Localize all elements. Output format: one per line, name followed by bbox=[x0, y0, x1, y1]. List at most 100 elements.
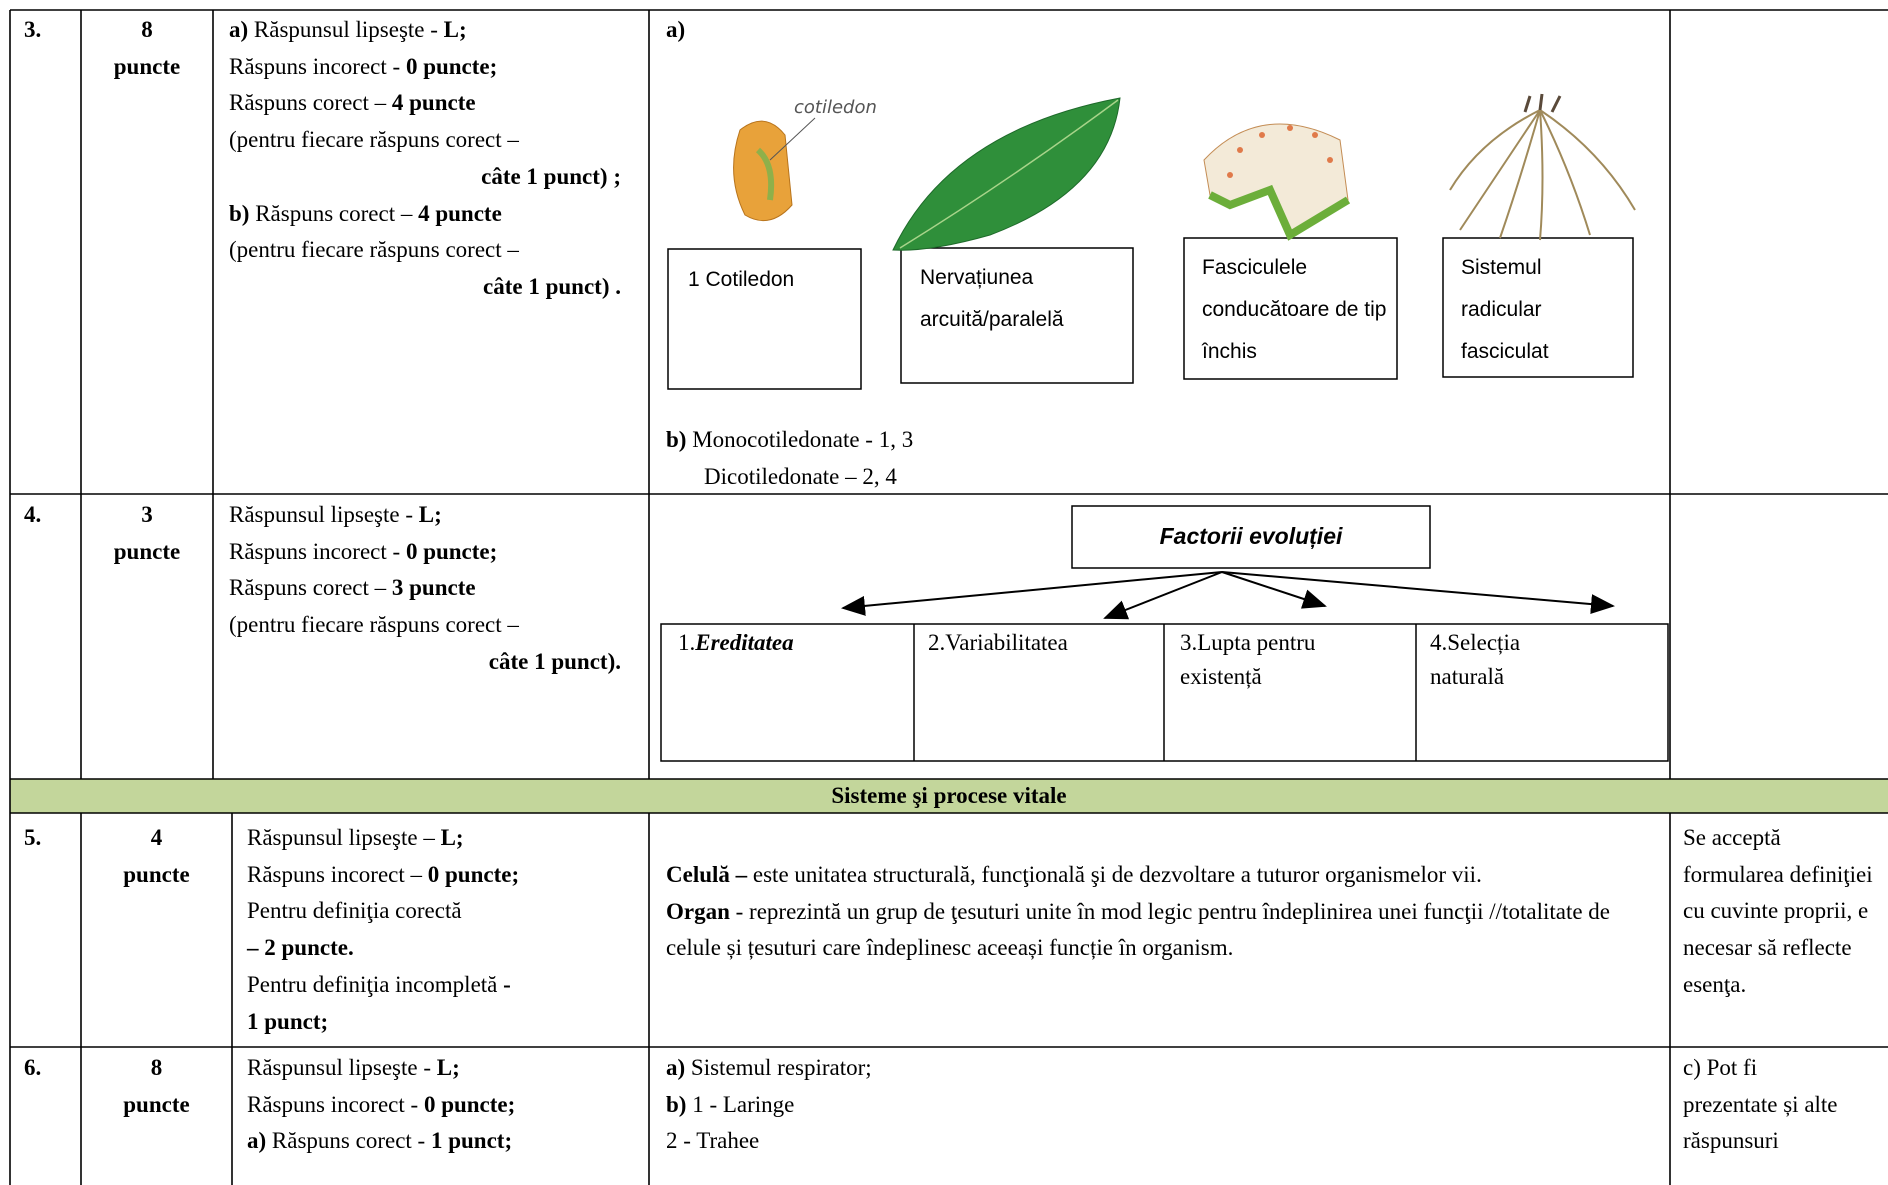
element: Răspuns corect – 3 puncte bbox=[229, 570, 621, 607]
text-run: b) bbox=[666, 1091, 687, 1117]
text-run: Răspuns incorect - bbox=[229, 538, 406, 564]
text-run: 1 punct; bbox=[430, 1128, 513, 1154]
text-run: 4 puncte bbox=[418, 200, 502, 226]
element bbox=[1103, 571, 1223, 620]
element bbox=[755, 147, 775, 201]
element: Organ - reprezintă un grup de ţesuturi u… bbox=[666, 894, 1661, 967]
element bbox=[892, 97, 1121, 251]
criteria: Răspunsul lipseşte - L; Răspuns incorect… bbox=[247, 1050, 647, 1160]
element: Răspunsul lipseşte - L; bbox=[247, 1050, 647, 1087]
element: (pentru fiecare răspuns corect – bbox=[229, 232, 621, 269]
element bbox=[1312, 132, 1318, 138]
element: Pentru definiţia corectă bbox=[247, 893, 647, 930]
text-run: a) bbox=[229, 17, 249, 42]
row-number: 5. bbox=[24, 825, 42, 850]
element: a) Răspunsul lipseşte - L; bbox=[229, 12, 621, 49]
text-run: Sistemul respirator; bbox=[685, 1055, 872, 1080]
element: b) Răspuns corect – 4 puncte bbox=[229, 196, 621, 233]
text-run: câte 1 punct). bbox=[488, 648, 621, 674]
text-run: puncte bbox=[123, 1091, 190, 1117]
text-run: Răspuns incorect - bbox=[247, 1091, 424, 1117]
element: Pentru definiţia incompletă - bbox=[247, 967, 647, 1004]
text-run: b) bbox=[666, 427, 687, 452]
criteria: Răspunsul lipseşte – L; Răspuns incorect… bbox=[247, 820, 647, 1040]
criteria: Răspunsul lipseşte - L; Răspuns incorect… bbox=[229, 497, 621, 681]
element: – 2 puncte. bbox=[247, 930, 647, 967]
box-label: Nervațiunea arcuită/paralelă bbox=[920, 266, 1064, 331]
factor: 1.Ereditatea bbox=[678, 626, 794, 660]
text-run: 4 puncte bbox=[391, 90, 476, 116]
element bbox=[841, 571, 1223, 616]
text-run: 0 puncte; bbox=[427, 861, 520, 887]
text-run: este unitatea structurală, funcţională ş… bbox=[747, 862, 1482, 887]
text-run: puncte bbox=[123, 861, 190, 887]
element bbox=[667, 248, 862, 390]
text-run: Răspuns corect – bbox=[249, 200, 419, 226]
element: (pentru fiecare răspuns corect – bbox=[229, 607, 621, 644]
text-run: 8 bbox=[141, 17, 153, 42]
image-caption: cotiledon bbox=[794, 97, 877, 118]
answer: a) Sistemul respirator; b) 1 - Laringe 2… bbox=[666, 1050, 872, 1160]
element bbox=[1459, 109, 1541, 231]
row-number: 6. bbox=[24, 1055, 42, 1080]
text-run: - bbox=[503, 971, 511, 997]
element: Răspunsul lipseşte - L; bbox=[229, 497, 621, 534]
diagram-title: Factorii evoluției bbox=[1159, 523, 1343, 549]
element: b) 1 - Laringe bbox=[666, 1087, 872, 1124]
element: Răspuns incorect - 0 puncte; bbox=[229, 49, 621, 86]
text-run: b) bbox=[229, 200, 250, 226]
element bbox=[1221, 571, 1327, 609]
element bbox=[899, 99, 1119, 249]
element bbox=[900, 247, 1134, 384]
points: 8 puncte bbox=[81, 12, 213, 85]
text-run: Pentru definiţia corectă bbox=[247, 898, 462, 924]
text-run: Ereditatea bbox=[695, 630, 794, 655]
text-run: Organ bbox=[666, 898, 730, 924]
text-run: (pentru fiecare răspuns corect – bbox=[229, 237, 519, 263]
element: Răspuns corect – 4 puncte bbox=[229, 85, 621, 122]
element bbox=[1449, 109, 1636, 241]
text-run: 3 bbox=[141, 502, 153, 527]
element bbox=[1523, 93, 1562, 113]
text-run: Pentru definiţia incompletă bbox=[247, 971, 504, 997]
text-run: Răspuns incorect - bbox=[229, 53, 406, 79]
criteria: a) Răspunsul lipseşte - L; Răspuns incor… bbox=[229, 12, 621, 306]
element bbox=[1227, 172, 1233, 178]
element: 1 punct; bbox=[247, 1004, 647, 1041]
text-run: Răspunsul lipseşte - bbox=[229, 502, 419, 527]
note: Se acceptă formularea definiţiei cu cuvi… bbox=[1683, 825, 1873, 997]
text-run: puncte bbox=[113, 53, 181, 79]
element: Răspunsul lipseşte – L; bbox=[247, 820, 647, 857]
text-run: L; bbox=[436, 1055, 460, 1080]
text-run: 8 bbox=[150, 1055, 163, 1080]
text-run: Răspuns corect – bbox=[229, 90, 392, 116]
box-label: Fasciculele conducătoare de tip închis bbox=[1202, 256, 1387, 363]
element bbox=[1442, 237, 1634, 378]
element bbox=[1539, 109, 1591, 236]
element bbox=[733, 120, 793, 222]
text-run: Răspuns corect - bbox=[266, 1128, 431, 1154]
element: câte 1 punct) . bbox=[229, 269, 621, 306]
factor: 3.Lupta pentru existență bbox=[1180, 630, 1316, 689]
text-run: puncte bbox=[113, 538, 181, 564]
text-run: 2 - Trahee bbox=[666, 1128, 760, 1154]
element: (pentru fiecare răspuns corect – bbox=[229, 122, 621, 159]
section-title: Sisteme şi procese vitale bbox=[831, 783, 1067, 808]
element: Răspuns incorect - 0 puncte; bbox=[229, 534, 621, 571]
text-run: câte 1 punct) ; bbox=[481, 163, 621, 189]
note: c) Pot fi prezentate și alte răspunsuri bbox=[1683, 1055, 1838, 1154]
element bbox=[1499, 109, 1541, 239]
illustrations bbox=[733, 93, 1636, 251]
text-run: câte 1 punct) . bbox=[483, 273, 621, 299]
text-run: L; bbox=[418, 502, 442, 527]
table-lines bbox=[9, 9, 1888, 1185]
text-run: Răspunsul lipseşte - bbox=[248, 17, 444, 42]
element bbox=[1203, 123, 1349, 236]
element: b) Monocotiledonate - 1, 3 bbox=[666, 422, 913, 459]
element bbox=[1221, 571, 1615, 615]
answer-label: a) bbox=[666, 17, 686, 42]
element bbox=[1287, 125, 1293, 131]
text-run: 1. bbox=[678, 630, 696, 655]
